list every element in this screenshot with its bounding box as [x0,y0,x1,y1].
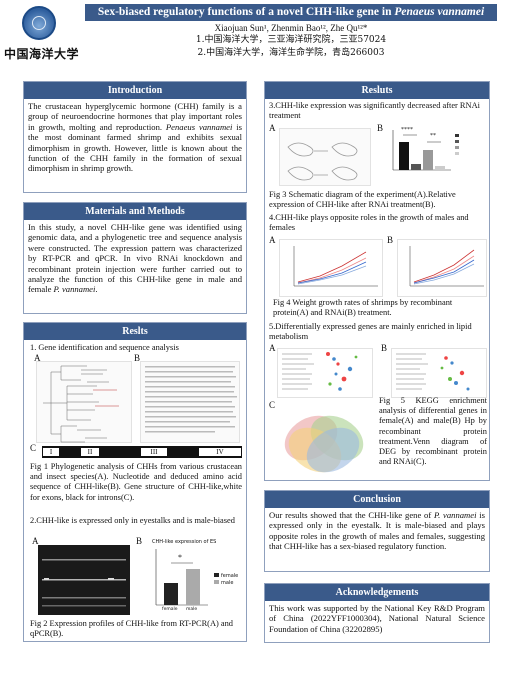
affiliation-2: 2.中国海洋大学，海洋生命学院，青岛266003 [197,48,385,58]
fig4-label-b: B [387,235,394,245]
kegg-male-figure [391,348,487,398]
poster-title: Sex-biased regulatory functions of a nov… [97,6,485,18]
rt-pcr-gel-image [38,545,130,615]
fig5-label-c: C [269,400,276,410]
results-right-heading: Resluts [265,82,489,99]
venn-diagram [275,404,375,480]
authors: Xiaojuan Sun¹, Zhenmin Bao¹², Zhe Qu¹²* [214,23,368,33]
fig5-label-b: B [381,343,388,353]
methods-text: In this study, a novel CHH-like gene was… [28,222,242,295]
qpcr-bar-female [164,583,178,605]
fig4-caption: Fig 4 Weight growth rates of shrimps by … [273,298,453,318]
fig1-label-a: A [34,353,41,363]
poster-header: 中国海洋大学 Sex-biased regulatory functions o… [0,0,512,68]
acknowledgements-heading: Acknowledgements [265,584,489,601]
qpcr-bar-svg [155,549,208,606]
introduction-panel: Introduction The crustacean hyperglycemi… [23,81,247,193]
affiliation-1: 1.中国海洋大学，三亚海洋研究院，三亚57024 [195,35,387,45]
fig3-label-b: B [377,123,384,133]
exon-1: I [42,447,60,457]
fig1-caption: Fig 1 Phylogenetic analysis of CHHs from… [30,462,242,502]
qpcr-significance: * [178,553,182,562]
fig3-caption: Fig 3 Schematic diagram of the experimen… [269,190,456,210]
qpcr-xlabel-female: female [162,607,178,612]
conclusion-panel: Conclusion Our results showed that the C… [264,490,490,572]
fig4-label-a: A [269,235,276,245]
fig5-label-a: A [269,343,276,353]
methods-heading: Materials and Methods [24,203,246,220]
fig3-significance-2: ** [430,133,436,139]
section-5-title: 5.Differentially expressed genes are mai… [269,322,472,342]
kegg-female-figure [277,348,373,398]
conclusion-text: Our results showed that the CHH-like gen… [269,510,485,552]
section-2-title: 2.CHH-like is expressed only in eyestalk… [30,516,235,525]
poster-title-bar: Sex-biased regulatory functions of a nov… [85,4,497,21]
kegg-a-svg [282,352,358,391]
results-left-heading: Reslts [24,323,246,340]
introduction-text: The crustacean hyperglycemic hormone (CH… [28,101,242,174]
exon-2: II [80,447,100,457]
growth-chart-recombinant [279,239,383,297]
qpcr-legend-male: male [214,580,233,586]
growth-chart-rnai [397,239,487,297]
qpcr-legend-female: female [214,573,238,579]
growth-chart-b-svg [409,246,484,287]
sequence-figure [140,361,240,443]
introduction-heading: Introduction [24,82,246,99]
exon-3: III [140,447,168,457]
gene-structure-bar: I II III IV [42,446,242,458]
qpcr-bar-male [186,569,200,605]
phylogenetic-tree-figure [36,361,132,443]
fig2-label-a: A [32,536,39,546]
rnai-bar-svg [392,130,459,171]
conclusion-heading: Conclusion [265,491,489,508]
fig2-label-b: B [136,536,143,546]
growth-chart-a-svg [293,246,378,287]
rnai-expression-chart: **** ** [387,126,487,188]
university-logo-text: 中国海洋大学 [4,47,80,61]
fig2-caption: Fig 2 Expression profiles of CHH-like fr… [30,619,233,639]
fig5-caption: Fig 5 KEGG enrichment analysis of differ… [379,396,487,467]
qpcr-xlabel-male: male [186,607,198,612]
fig3-label-a: A [269,123,276,133]
phylogenetic-tree-svg [43,365,119,443]
section-4-title: 4.CHH-like plays opposite roles in the g… [269,213,469,233]
qpcr-chart: CHH-like expression of ES * female male … [146,539,242,619]
rnai-schematic-figure [279,128,371,186]
fig3-significance-1: **** [401,127,413,133]
results-left-panel: Reslts 1. Gene identification and sequen… [23,322,247,642]
methods-panel: Materials and Methods In this study, a n… [23,202,247,314]
results-right-panel: Resluts 3.CHH-like expression was signif… [264,81,490,481]
fig1-label-b: B [134,353,141,363]
acknowledgements-text: This work was supported by the National … [269,603,485,634]
venn-svg [284,415,364,473]
sequence-svg [145,366,237,433]
university-seal-icon [22,6,56,40]
fig1-label-c: C [30,443,37,453]
section-1-title: 1. Gene identification and sequence anal… [30,343,179,352]
acknowledgements-panel: Acknowledgements This work was supported… [264,583,490,643]
section-3-title: 3.CHH-like expression was significantly … [269,101,480,121]
exon-4: IV [198,447,242,457]
schematic-svg [287,142,358,181]
gel-bands-svg [42,559,126,607]
qpcr-chart-title: CHH-like expression of ES [152,539,217,545]
kegg-b-svg [396,353,470,391]
